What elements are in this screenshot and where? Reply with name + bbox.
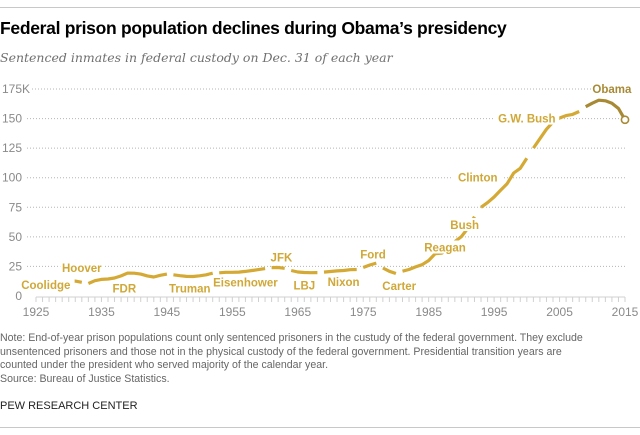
label-halo xyxy=(423,240,467,254)
label-halo xyxy=(113,281,136,295)
series-line-clinton xyxy=(480,157,529,209)
president-label: Ford xyxy=(360,250,386,262)
series-line-truman xyxy=(173,271,214,279)
label-halo xyxy=(270,250,293,264)
note-line: unsentenced prisoners and those not in t… xyxy=(0,345,562,358)
label-halo xyxy=(168,281,212,295)
series-line-ford xyxy=(362,261,377,269)
president-label: Truman xyxy=(169,284,211,296)
y-tick-label: 100 xyxy=(2,171,22,185)
x-tick-label: 2015 xyxy=(612,305,639,319)
brand-logo-text: PEW RESEARCH CENTER xyxy=(0,400,138,412)
x-tick-label: 1955 xyxy=(219,305,246,319)
chart-title: Federal prison population declines durin… xyxy=(0,18,507,38)
x-axis: 1925 1935 1945 1955 1965 1975 1985 1995 2005 2015 xyxy=(23,296,639,319)
label-halo xyxy=(293,278,316,292)
x-tick-label: 1995 xyxy=(481,305,508,319)
president-label: G.W. Bush xyxy=(498,114,556,126)
endpoint-marker xyxy=(620,115,630,125)
series-line-fdr xyxy=(87,271,168,285)
y-tick-label: 125 xyxy=(2,141,22,155)
president-label: Coolidge xyxy=(21,280,70,292)
label-halo xyxy=(452,170,503,184)
president-label: Bush xyxy=(450,220,479,232)
label-halo xyxy=(593,82,630,95)
series-line-carter xyxy=(382,266,397,276)
president-label: Clinton xyxy=(458,173,498,185)
x-tick-label: 1935 xyxy=(88,305,115,319)
series-line-obama xyxy=(584,98,627,121)
president-label: Eisenhower xyxy=(213,277,278,289)
president-label: Obama xyxy=(592,84,632,96)
bottom-rule xyxy=(0,427,640,428)
x-tick-label: 1985 xyxy=(415,305,442,319)
x-tick-label: 2005 xyxy=(546,305,573,319)
y-tick-label: 175K xyxy=(2,82,30,96)
series-line-nixon xyxy=(323,267,357,274)
president-label: LBJ xyxy=(293,280,315,292)
y-axis-labels: 0 25 50 75 100 125 150 175K xyxy=(2,82,30,303)
chart-plot: 0 25 50 75 100 125 150 175K 1925 1935 1945 1955 196… xyxy=(2,82,639,319)
gridlines xyxy=(27,88,625,267)
top-rule xyxy=(0,7,640,8)
label-halo xyxy=(17,277,75,291)
y-tick-label: 150 xyxy=(2,112,22,126)
president-label: Nixon xyxy=(328,277,360,289)
x-tick-label: 1925 xyxy=(23,305,50,319)
series-line-eisenhower xyxy=(219,267,266,275)
x-tick-label: 1965 xyxy=(284,305,311,319)
y-tick-label: 0 xyxy=(15,289,22,303)
label-halo xyxy=(494,111,560,125)
note-line: counted under the president who served m… xyxy=(0,359,329,372)
president-label: JFK xyxy=(271,253,293,265)
series-line-lbj xyxy=(290,268,318,275)
series-lines xyxy=(35,98,630,291)
chart-subtitle: Sentenced inmates in federal custody on … xyxy=(0,50,393,65)
y-tick-label: 25 xyxy=(9,259,23,273)
president-label: FDR xyxy=(113,284,137,296)
x-tick-label: 1975 xyxy=(350,305,377,319)
note-line: Note: End-of-year prison populations cou… xyxy=(0,332,583,344)
chart-source: Source: Bureau of Justice Statistics. xyxy=(0,373,170,385)
president-label: Hoover xyxy=(62,263,102,275)
label-halo xyxy=(60,261,104,275)
president-label: Carter xyxy=(382,281,416,293)
label-halo xyxy=(358,247,388,261)
label-halo xyxy=(209,275,282,289)
y-tick-label: 50 xyxy=(9,230,23,244)
y-tick-label: 75 xyxy=(9,200,23,214)
label-halo xyxy=(325,274,362,288)
chart-note: Note: End-of-year prison populations cou… xyxy=(0,332,640,373)
x-tick-label: 1945 xyxy=(154,305,181,319)
series-line-jfk xyxy=(271,265,285,270)
president-label: Reagan xyxy=(424,243,466,255)
label-halo xyxy=(377,278,421,292)
label-halo xyxy=(450,218,480,232)
